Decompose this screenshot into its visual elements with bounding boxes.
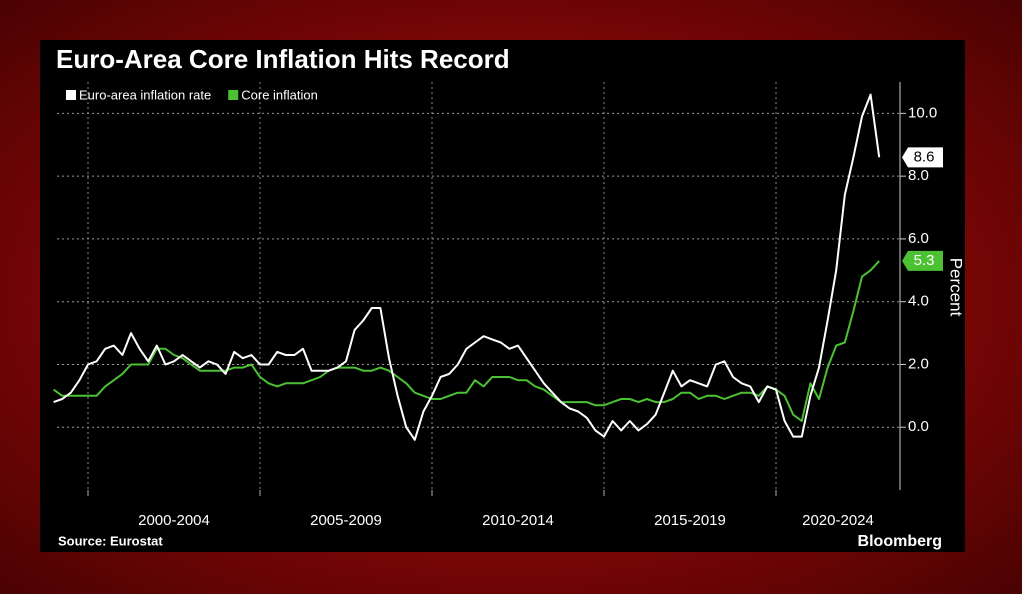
end-label-box	[902, 250, 943, 271]
y-axis-label: Percent	[947, 258, 966, 317]
y-tick-label: 8.0	[908, 167, 929, 184]
x-tick-label: 2000-2004	[138, 512, 210, 529]
panel	[40, 40, 965, 552]
x-tick-label: 2015-2019	[654, 512, 726, 529]
x-tick-label: 2020-2024	[802, 512, 874, 529]
y-tick-label: 10.0	[908, 104, 937, 121]
end-label: 8.6	[914, 148, 935, 165]
y-tick-label: 4.0	[908, 293, 929, 310]
end-label: 5.3	[914, 252, 935, 269]
series-line	[53, 93, 881, 441]
y-tick-label: 2.0	[908, 355, 929, 372]
source: Source: Eurostat	[58, 533, 163, 548]
end-label-box	[902, 147, 943, 168]
x-tick-label: 2005-2009	[310, 512, 382, 529]
x-tick-label: 2010-2014	[482, 512, 554, 529]
series-line	[53, 260, 880, 422]
legend-label: Core inflation	[241, 87, 318, 102]
legend-swatch	[228, 90, 239, 100]
y-tick-label: 6.0	[908, 230, 929, 247]
y-tick-label: 0.0	[908, 418, 929, 435]
brand: Bloomberg	[858, 533, 942, 550]
legend-swatch	[66, 90, 76, 100]
legend-label: Euro-area inflation rate	[79, 87, 211, 102]
chart-title: Euro-Area Core Inflation Hits Record	[56, 44, 510, 74]
